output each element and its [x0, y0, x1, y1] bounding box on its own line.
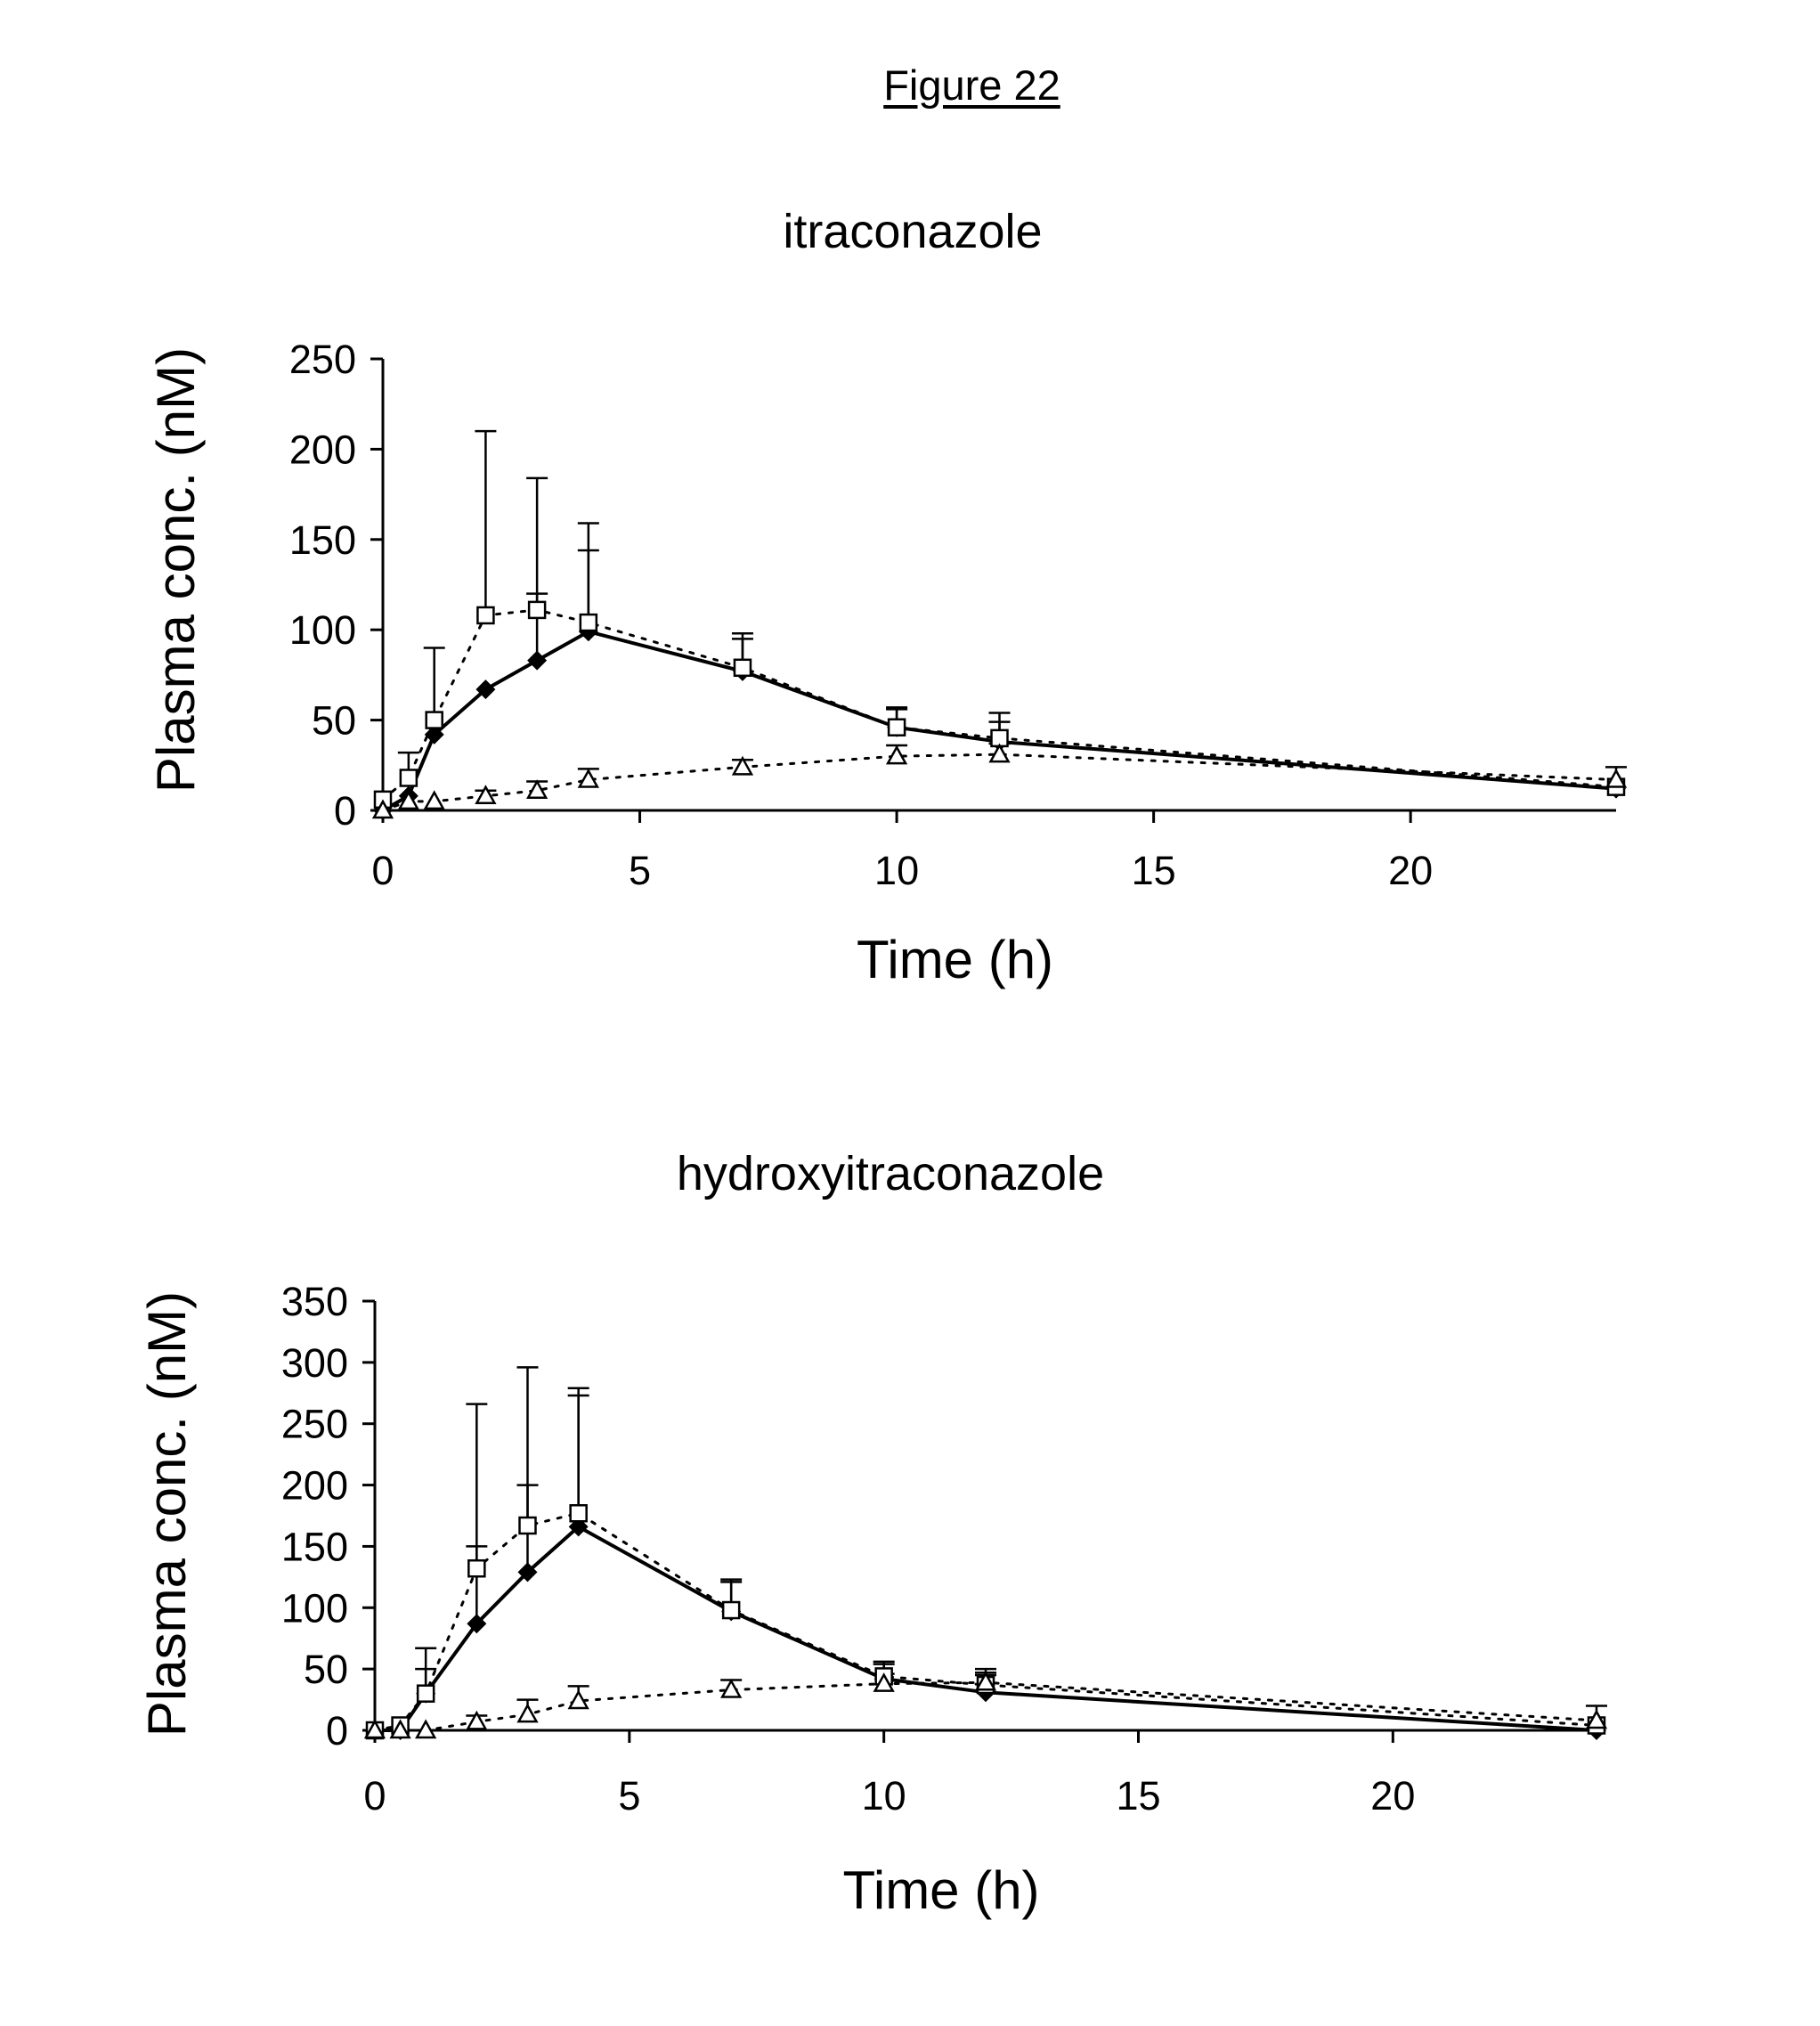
x-tick-label: 15 — [1132, 848, 1176, 893]
point-square — [416, 1684, 435, 1703]
x-tick-label: 5 — [618, 1773, 640, 1819]
x-tick-label: 5 — [629, 848, 651, 893]
x-tick-label: 0 — [363, 1773, 386, 1819]
point-triangle — [577, 768, 599, 788]
series-line-triangle — [373, 1680, 1598, 1732]
point-square — [527, 600, 547, 620]
point-triangle — [988, 743, 1011, 763]
x-tick-label: 20 — [1388, 848, 1433, 893]
y-tick-label: 0 — [334, 788, 356, 834]
chart-title: itraconazole — [783, 205, 1042, 258]
point-triangle — [516, 1703, 539, 1723]
series-line-square — [381, 608, 1618, 801]
point-triangle — [1585, 1709, 1608, 1729]
point-diamond — [517, 1562, 538, 1583]
point-triangle — [363, 1719, 386, 1739]
y-tick-label: 150 — [289, 517, 356, 563]
series-line-triangle — [381, 753, 1618, 812]
point-square — [569, 1503, 588, 1523]
y-tick-label: 350 — [281, 1279, 348, 1324]
point-square — [425, 711, 443, 729]
point-square — [467, 1558, 486, 1578]
point-square — [579, 613, 598, 632]
point-diamond — [475, 679, 496, 700]
point-triangle — [567, 1689, 589, 1710]
point-square — [733, 658, 752, 678]
x-tick-label: 10 — [862, 1773, 906, 1819]
y-tick-label: 250 — [289, 337, 356, 382]
y-tick-label: 150 — [281, 1524, 348, 1569]
y-tick-label: 100 — [289, 607, 356, 653]
point-triangle — [415, 1719, 437, 1739]
y-tick-label: 50 — [312, 698, 356, 744]
series-line-diamond — [382, 630, 1617, 812]
point-diamond — [424, 724, 444, 744]
point-triangle — [873, 1672, 895, 1692]
y-tick-label: 200 — [289, 427, 356, 472]
point-triangle — [974, 1671, 997, 1691]
y-tick-label: 200 — [281, 1463, 348, 1509]
point-square — [721, 1600, 741, 1620]
point-triangle — [731, 755, 754, 776]
point-triangle — [423, 790, 445, 810]
y-tick-label: 250 — [281, 1402, 348, 1447]
y-axis-label: Plasma conc. (nM) — [137, 1291, 197, 1737]
x-axis-label: Time (h) — [842, 1860, 1039, 1920]
point-diamond — [467, 1614, 487, 1634]
x-tick-label: 10 — [874, 848, 919, 893]
point-triangle — [720, 1678, 743, 1698]
chart-title: hydroxyitraconazole — [677, 1147, 1104, 1200]
point-triangle — [1605, 768, 1628, 788]
point-triangle — [466, 1710, 488, 1730]
point-triangle — [397, 790, 419, 810]
point-square — [887, 718, 906, 736]
point-square — [399, 769, 418, 787]
point-triangle — [885, 744, 908, 765]
series-line-diamond — [375, 1524, 1597, 1732]
y-tick-label: 300 — [281, 1340, 348, 1386]
y-tick-label: 0 — [326, 1708, 348, 1753]
point-square — [518, 1516, 537, 1535]
point-triangle — [389, 1719, 411, 1739]
figure-title: Figure 22 — [883, 61, 1060, 109]
x-tick-label: 15 — [1116, 1773, 1160, 1819]
point-triangle — [475, 785, 497, 805]
chart-1: hydroxyitraconazole050100150200250300350… — [137, 1147, 1608, 1920]
x-tick-label: 20 — [1370, 1773, 1415, 1819]
x-axis-label: Time (h) — [857, 930, 1053, 989]
y-tick-label: 50 — [304, 1647, 348, 1692]
point-square — [476, 606, 495, 625]
chart-0: itraconazole 0 50 100 150 200 250 0 5 10 15 20 Time … — [146, 205, 1628, 989]
point-diamond — [527, 650, 548, 671]
y-axis-label: Plasma conc. (nM) — [146, 347, 206, 793]
point-triangle — [371, 799, 394, 819]
point-triangle — [526, 779, 548, 799]
y-tick-label: 100 — [281, 1585, 348, 1631]
x-tick-label: 0 — [371, 848, 394, 893]
